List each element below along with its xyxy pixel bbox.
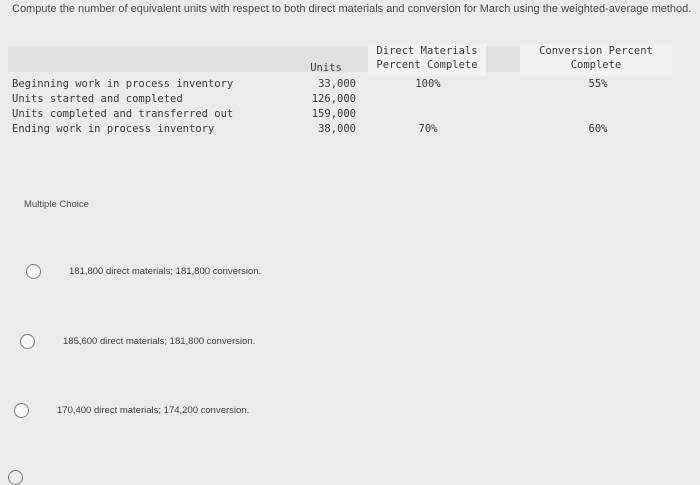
dm-header-line1: Direct Materials [376, 45, 478, 57]
dm-header-line2: Percent Complete [376, 59, 478, 71]
conv-header-line1: Conversion Percent [539, 45, 653, 57]
direct-materials-header: Direct Materials Percent Complete [368, 44, 486, 76]
radio-button-icon[interactable] [20, 334, 35, 349]
row-label-completed-transferred: Units completed and transferred out [12, 108, 234, 120]
units-beginning-wip: 33,000 [318, 78, 356, 90]
question-text: Compute the number of equivalent units w… [12, 3, 692, 15]
conv-beginning-wip: 55% [588, 78, 608, 90]
units-header: Units [310, 62, 342, 74]
radio-button-icon[interactable] [8, 470, 23, 485]
radio-button-icon[interactable] [14, 403, 29, 418]
choice-option-3-text: 170,400 direct materials; 174,200 conver… [57, 405, 250, 416]
choice-option-3[interactable]: 170,400 direct materials; 174,200 conver… [14, 403, 249, 418]
choice-option-1-text: 181,800 direct materials; 181,800 conver… [69, 266, 262, 277]
choice-option-2[interactable]: 185,600 direct materials; 181,800 conver… [20, 334, 255, 349]
choice-option-1[interactable]: 181,800 direct materials; 181,800 conver… [26, 264, 261, 279]
conversion-header: Conversion Percent Complete [520, 44, 672, 76]
choice-option-2-text: 185,600 direct materials; 181,800 conver… [63, 336, 256, 347]
conv-header-line2: Complete [570, 59, 622, 71]
units-started-completed: 126,000 [311, 93, 356, 105]
conv-ending-wip: 60% [588, 123, 608, 135]
multiple-choice-label: Multiple Choice [24, 199, 89, 210]
row-label-started-completed: Units started and completed [12, 93, 183, 105]
units-completed-transferred: 159,000 [311, 108, 356, 120]
units-ending-wip: 38,000 [318, 123, 356, 135]
row-label-ending-wip: Ending work in process inventory [12, 123, 215, 135]
dm-ending-wip: 70% [418, 123, 438, 135]
radio-button-icon[interactable] [26, 264, 41, 279]
row-label-beginning-wip: Beginning work in process inventory [12, 78, 234, 90]
dm-beginning-wip: 100% [415, 78, 441, 90]
production-data-table: Units Direct Materials Percent Complete … [8, 44, 672, 146]
